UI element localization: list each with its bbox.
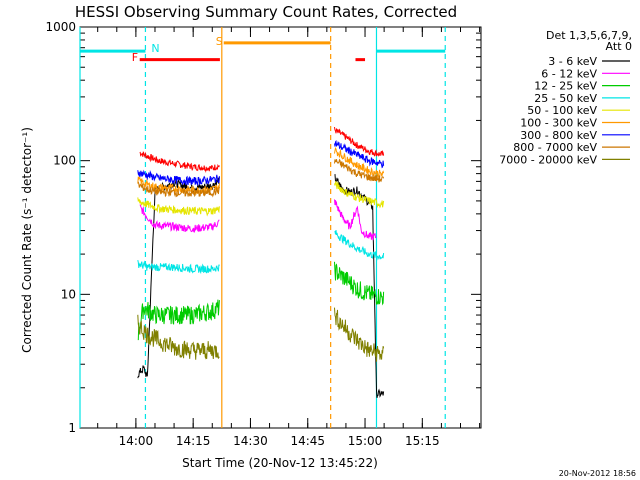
series-line bbox=[334, 307, 385, 362]
legend-label: 12 - 25 keV bbox=[534, 80, 597, 93]
series-line bbox=[334, 158, 385, 183]
series-line bbox=[334, 229, 385, 261]
legend-label: 100 - 300 keV bbox=[520, 117, 597, 130]
x-tick-label: 14:15 bbox=[176, 434, 211, 448]
footer-timestamp: 20-Nov-2012 18:56 bbox=[559, 469, 636, 478]
legend-label: 300 - 800 keV bbox=[520, 129, 597, 142]
series-line bbox=[334, 199, 377, 241]
series-line bbox=[137, 197, 220, 217]
series-line bbox=[139, 204, 220, 233]
plot-area: 1 10 100 1000 14:00 14:15 14:30 14:45 15:00 15:15… bbox=[45, 20, 482, 448]
legend-title-line-2: Att 0 bbox=[606, 40, 632, 53]
x-tick-label: 15:15 bbox=[405, 434, 440, 448]
legend-label: 3 - 6 keV bbox=[548, 55, 597, 68]
plot-frame bbox=[79, 26, 482, 429]
series-line bbox=[137, 314, 220, 360]
flag-label: S bbox=[216, 35, 223, 48]
x-tick-label: 15:00 bbox=[348, 434, 383, 448]
legend-label: 50 - 100 keV bbox=[527, 104, 597, 117]
flag-label: F bbox=[132, 51, 138, 64]
x-tick-label: 14:00 bbox=[119, 434, 154, 448]
legend-label: 25 - 50 keV bbox=[534, 92, 597, 105]
legend-label: 800 - 7000 keV bbox=[513, 141, 597, 154]
chart-title: HESSI Observing Summary Count Rates, Cor… bbox=[75, 3, 457, 21]
flag-label: N bbox=[151, 42, 159, 55]
legend-title-line-1: Det 1,3,5,6,7,9, bbox=[546, 29, 632, 42]
y-tick-label: 100 bbox=[53, 154, 76, 168]
y-axis-label: Corrected Count Rate (s⁻¹ detector⁻¹) bbox=[20, 127, 34, 353]
x-tick-label: 14:30 bbox=[233, 434, 268, 448]
series-line bbox=[137, 181, 220, 198]
x-axis-label: Start Time (20-Nov-12 13:45:22) bbox=[182, 456, 378, 470]
y-tick-label: 1 bbox=[68, 421, 76, 435]
series-line bbox=[137, 259, 220, 275]
x-tick-label: 14:45 bbox=[290, 434, 325, 448]
series-line-extra bbox=[139, 151, 220, 173]
series-line bbox=[334, 146, 385, 178]
series-line bbox=[334, 261, 385, 306]
series-line bbox=[334, 181, 385, 209]
series-line bbox=[334, 140, 385, 169]
legend-label: 6 - 12 keV bbox=[541, 67, 597, 80]
y-tick-label: 1000 bbox=[45, 20, 76, 34]
y-tick-label: 10 bbox=[61, 287, 76, 301]
series-line-extra bbox=[334, 127, 385, 157]
series-line bbox=[137, 299, 220, 341]
legend-label: 7000 - 20000 keV bbox=[499, 153, 597, 166]
series-line bbox=[137, 169, 220, 187]
